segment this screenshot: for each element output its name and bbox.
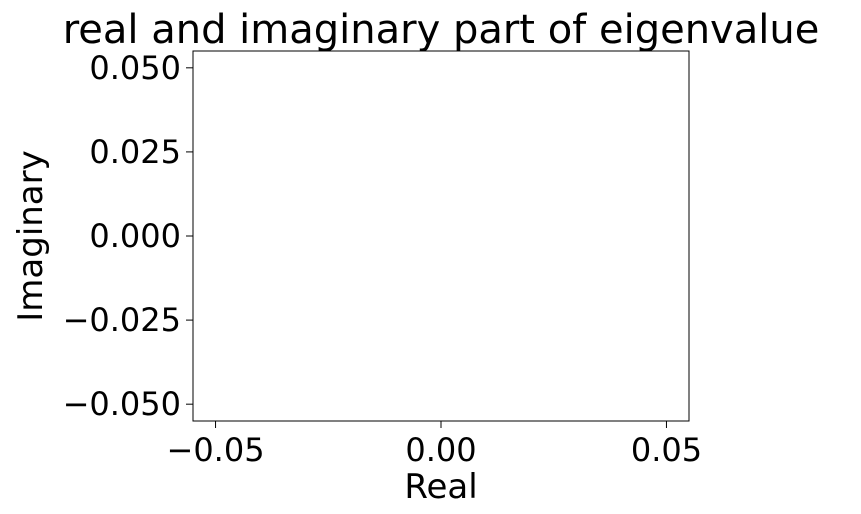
x-tick-label: 0.05 xyxy=(631,431,702,469)
y-tick-label: 0.025 xyxy=(89,133,181,171)
x-tick-label: 0.00 xyxy=(405,431,476,469)
y-tick-label: 0.000 xyxy=(89,217,181,255)
plot-area-frame xyxy=(192,50,690,422)
x-axis-ticks: −0.05 0.00 0.05 xyxy=(167,421,702,469)
chart-title: real and imaginary part of eigenvalue xyxy=(63,7,820,53)
x-axis-label: Real xyxy=(404,467,477,507)
y-tick-label: 0.050 xyxy=(89,49,181,87)
x-tick-label: −0.05 xyxy=(167,431,265,469)
y-tick-label: −0.025 xyxy=(63,301,181,339)
y-axis-label: Imaginary xyxy=(11,150,51,322)
y-tick-label: −0.050 xyxy=(63,385,181,423)
y-axis-ticks: −0.050 −0.025 0.000 0.025 0.050 xyxy=(63,49,193,423)
